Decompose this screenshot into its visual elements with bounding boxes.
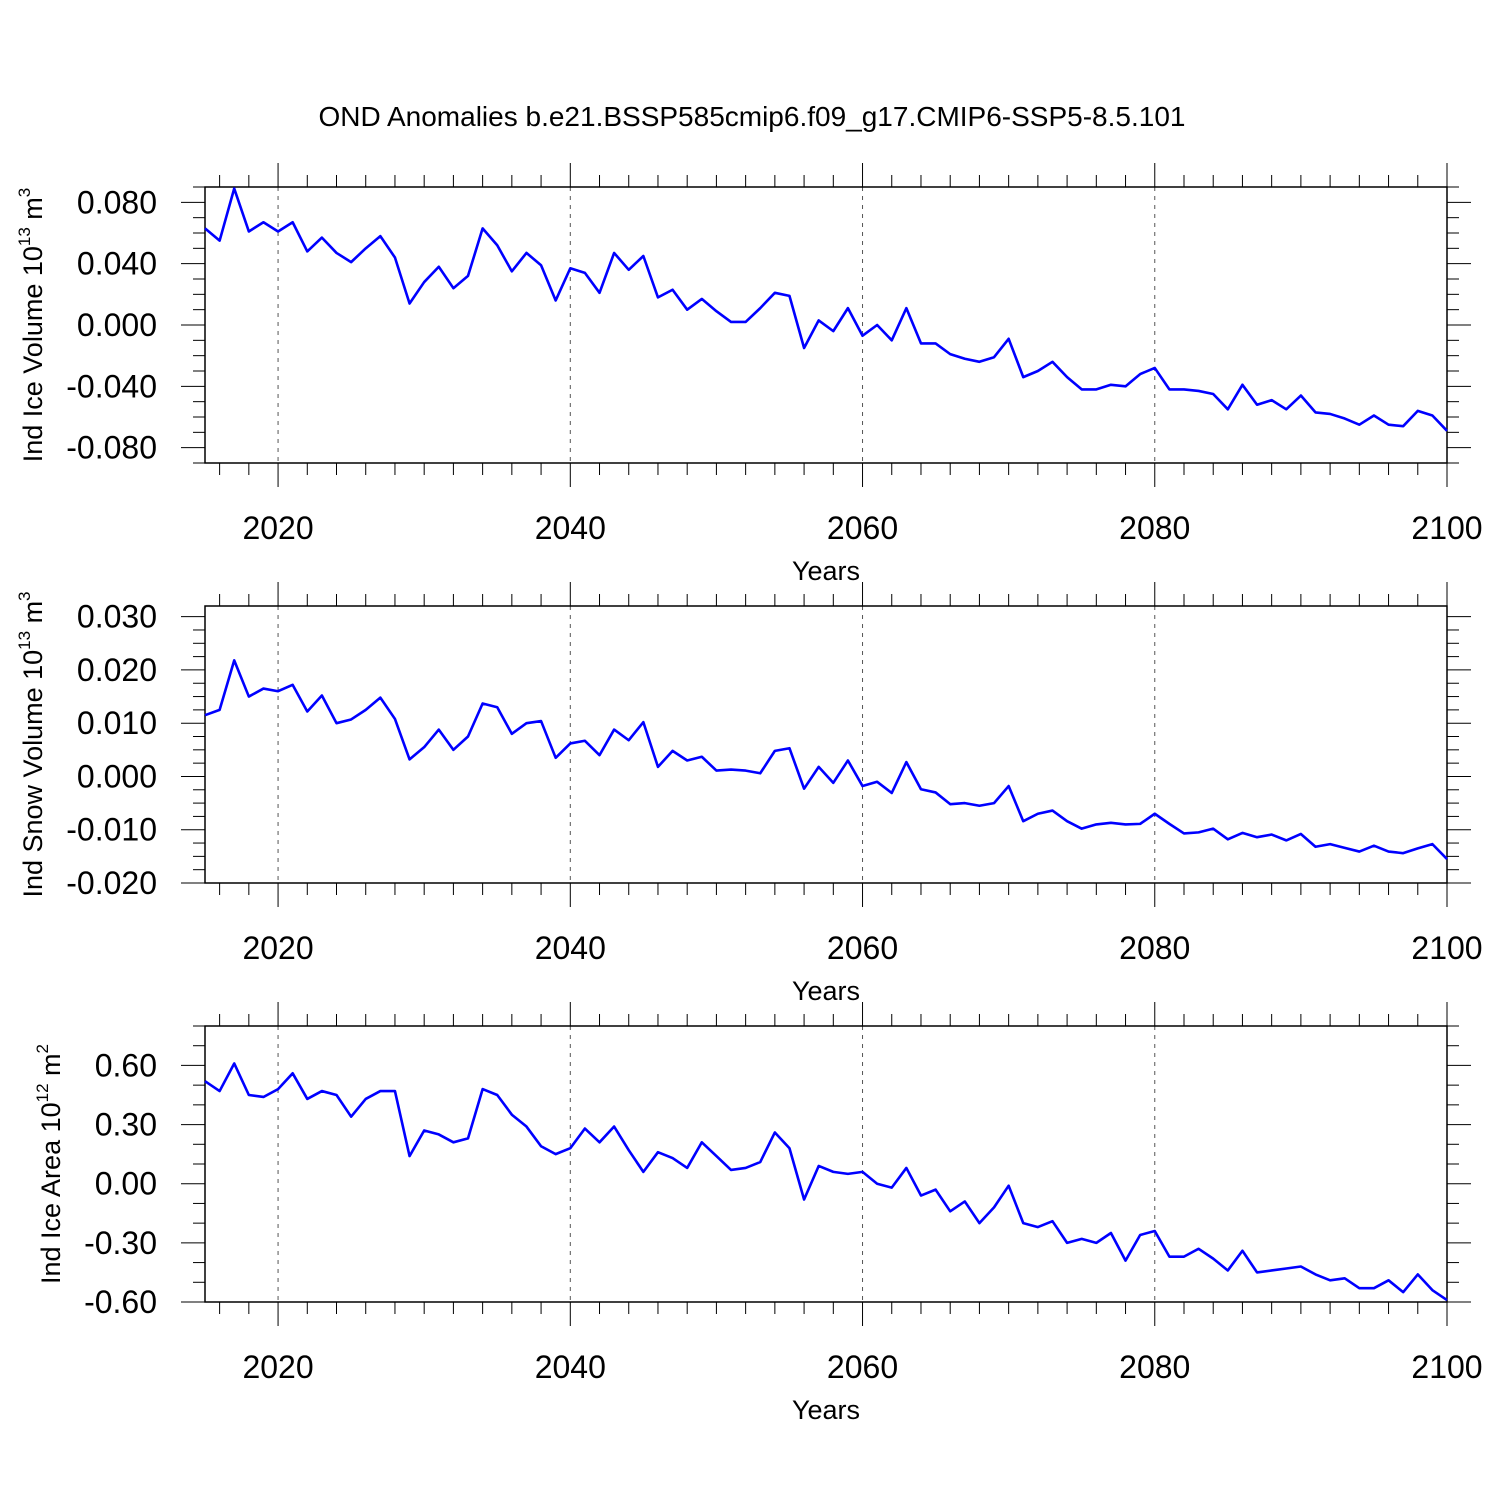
x-tick-label: 2080 xyxy=(1119,1349,1190,1385)
y-axis-label-text: m xyxy=(18,601,48,631)
x-tick-label: 2060 xyxy=(827,930,898,966)
y-tick-label: 0.010 xyxy=(77,705,157,741)
x-tick-label: 2020 xyxy=(242,510,313,546)
y-axis-label-superscript: 2 xyxy=(33,1044,52,1053)
x-axis-label: Years xyxy=(792,556,860,586)
panel-snow-volume: -0.020 -0.010 0.000 0.010 0.020 0.030 2020 2040… xyxy=(15,582,1483,1006)
y-tick-label: 0.080 xyxy=(77,184,157,220)
y-tick-label: 0.60 xyxy=(95,1047,157,1083)
x-tick-label: 2040 xyxy=(535,510,606,546)
x-tick-label: 2100 xyxy=(1411,510,1482,546)
x-tick-label: 2020 xyxy=(242,1349,313,1385)
y-tick-label: -0.30 xyxy=(84,1225,157,1261)
x-tick-label: 2020 xyxy=(242,930,313,966)
y-axis-label-superscript: 3 xyxy=(15,591,34,600)
y-axis-label-superscript: 3 xyxy=(15,188,34,197)
x-tick-label: 2080 xyxy=(1119,510,1190,546)
plot-frame xyxy=(204,605,1448,884)
x-tick-label: 2060 xyxy=(827,1349,898,1385)
y-tick-label: -0.010 xyxy=(66,812,157,848)
x-axis-label: Years xyxy=(792,976,860,1006)
figure-title: OND Anomalies b.e21.BSSP585cmip6.f09_g17… xyxy=(319,101,1186,132)
plot-frame xyxy=(204,1025,1448,1303)
y-axis-label-superscript: 13 xyxy=(15,227,34,246)
y-axis-label-text: Ind Ice Volume 10 xyxy=(18,246,48,462)
y-tick-label: 0.30 xyxy=(95,1107,157,1143)
y-tick-label: -0.040 xyxy=(66,368,157,404)
y-axis-label: Ind Snow Volume 1013 m3 xyxy=(15,591,48,897)
x-tick-label: 2100 xyxy=(1411,1349,1482,1385)
y-tick-label: 0.030 xyxy=(77,599,157,635)
y-tick-label: 0.000 xyxy=(77,758,157,794)
x-tick-label: 2060 xyxy=(827,510,898,546)
y-tick-label: 0.020 xyxy=(77,652,157,688)
y-tick-label: 0.040 xyxy=(77,246,157,282)
x-axis-label: Years xyxy=(792,1395,860,1425)
y-tick-label: 0.00 xyxy=(95,1166,157,1202)
x-tick-label: 2040 xyxy=(535,930,606,966)
x-tick-label: 2040 xyxy=(535,1349,606,1385)
y-axis-label-text: m xyxy=(36,1053,66,1083)
series-line xyxy=(204,659,1448,860)
y-tick-label: -0.080 xyxy=(66,430,157,466)
y-axis-label-text: Ind Snow Volume 10 xyxy=(18,650,48,898)
y-tick-label: -0.60 xyxy=(84,1284,157,1320)
panel-ice-volume: -0.080 -0.040 0.000 0.040 0.080 2020 2040 2060 2… xyxy=(15,163,1483,586)
series-line xyxy=(204,1062,1448,1302)
y-axis-label-text: m xyxy=(18,197,48,227)
series-line xyxy=(204,187,1448,432)
y-axis-label-superscript: 12 xyxy=(33,1083,52,1102)
y-axis-label: Ind Ice Volume 1013 m3 xyxy=(15,188,48,463)
y-axis-label-text: Ind Ice Area 10 xyxy=(36,1102,66,1284)
y-tick-label: -0.020 xyxy=(66,865,157,901)
y-tick-label: 0.000 xyxy=(77,307,157,343)
y-axis-label-superscript: 13 xyxy=(15,631,34,650)
x-tick-label: 2100 xyxy=(1411,930,1482,966)
y-axis-label: Ind Ice Area 1012 m2 xyxy=(33,1044,66,1284)
x-tick-label: 2080 xyxy=(1119,930,1190,966)
